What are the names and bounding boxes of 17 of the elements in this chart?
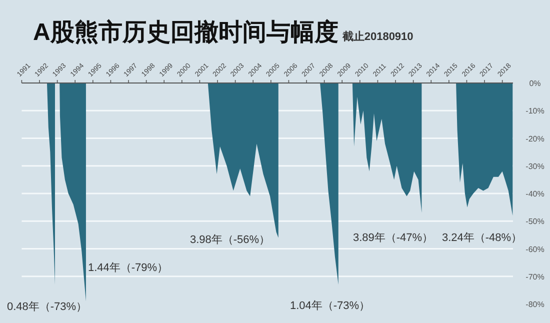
- annotation: 3.98年（-56%）: [190, 234, 270, 246]
- y-tick-label: -30%: [526, 162, 544, 171]
- annotation: 1.04年（-73%）: [290, 300, 370, 312]
- annotation: 3.24年（-48%）: [442, 232, 522, 244]
- chart-subtitle: 截止20180910: [341, 30, 414, 43]
- y-tick-label: -50%: [526, 217, 544, 226]
- chart-title: A股熊市历史回撤时间与幅度: [33, 19, 338, 46]
- y-tick-label: -60%: [526, 244, 544, 254]
- y-tick-label: -40%: [526, 190, 544, 198]
- y-tick-label: -80%: [526, 300, 544, 309]
- annotation: 0.48年（-73%）: [6, 301, 88, 313]
- annotation: 1.44年（-79%）: [88, 262, 168, 274]
- y-tick-label: -70%: [526, 272, 544, 282]
- y-tick-label: -20%: [526, 134, 544, 144]
- annotation: 3.89年（-47%）: [352, 232, 434, 244]
- y-tick-label: 0%: [529, 79, 541, 88]
- y-tick-label: -10%: [526, 106, 544, 116]
